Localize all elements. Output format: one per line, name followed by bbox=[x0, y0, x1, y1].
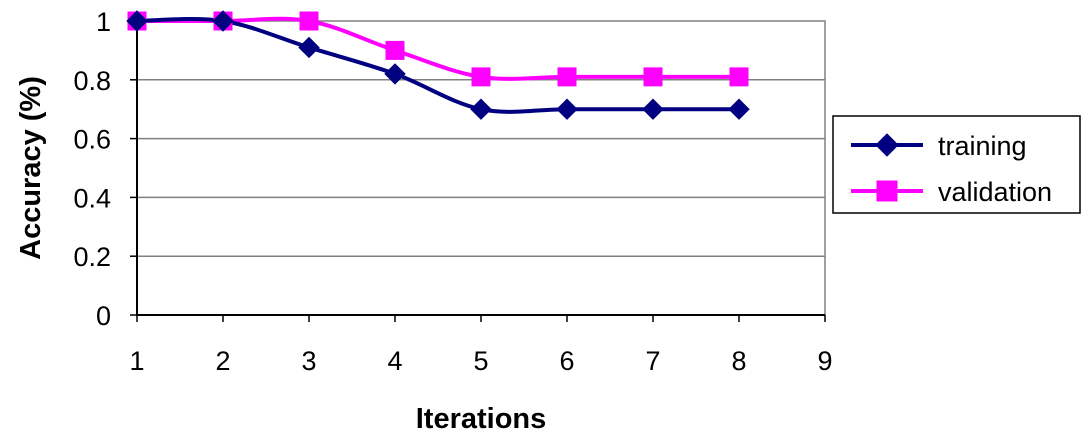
plot-area bbox=[136, 20, 826, 316]
x-tick-label: 2 bbox=[215, 346, 230, 376]
data-point-training bbox=[298, 36, 320, 59]
x-axis-title: Iterations bbox=[416, 403, 547, 435]
x-tick-label: 9 bbox=[817, 346, 832, 376]
legend: training validation bbox=[832, 115, 1081, 214]
x-tick-label: 6 bbox=[559, 346, 574, 376]
x-tick-label: 4 bbox=[387, 346, 402, 376]
data-point-training bbox=[212, 10, 234, 32]
series-markers bbox=[126, 10, 750, 120]
y-tick-label: 1 bbox=[96, 7, 111, 37]
y-tick-label: 0 bbox=[96, 301, 111, 331]
data-point-training bbox=[470, 98, 492, 120]
legend-label-validation: validation bbox=[938, 177, 1052, 207]
data-point-training bbox=[728, 98, 750, 120]
y-tick-label: 0.8 bbox=[73, 66, 111, 96]
y-tick-label: 0.4 bbox=[73, 183, 111, 213]
x-tick-labels: 1 2 3 4 5 6 7 8 9 bbox=[129, 346, 832, 376]
x-tick-label: 3 bbox=[301, 346, 316, 376]
x-tick-label: 7 bbox=[645, 346, 660, 376]
x-tick-label: 8 bbox=[731, 346, 746, 376]
legend-marker-validation bbox=[876, 180, 898, 202]
data-point-training bbox=[556, 98, 578, 120]
data-point-validation bbox=[729, 67, 749, 87]
data-point-validation bbox=[299, 11, 319, 31]
x-tick-label: 1 bbox=[129, 346, 144, 376]
legend-marker-training bbox=[875, 133, 899, 157]
data-point-training bbox=[642, 98, 664, 120]
y-tick-labels: 0 0.2 0.4 0.6 0.8 1 bbox=[73, 7, 111, 331]
data-point-validation bbox=[385, 40, 405, 60]
legend-entry-validation: validation bbox=[851, 177, 1052, 207]
data-point-validation bbox=[557, 67, 577, 87]
data-point-validation bbox=[643, 67, 663, 87]
data-point-training bbox=[384, 63, 406, 85]
legend-entry-training: training bbox=[851, 131, 1027, 161]
y-axis-title: Accuracy (%) bbox=[15, 76, 47, 260]
axes bbox=[130, 20, 826, 322]
legend-label-training: training bbox=[938, 131, 1027, 161]
data-point-training bbox=[126, 10, 148, 32]
legend-box bbox=[832, 115, 1081, 214]
x-tick-label: 5 bbox=[473, 346, 488, 376]
data-point-validation bbox=[471, 67, 491, 87]
y-tick-label: 0.6 bbox=[73, 125, 111, 155]
y-tick-label: 0.2 bbox=[73, 242, 111, 272]
